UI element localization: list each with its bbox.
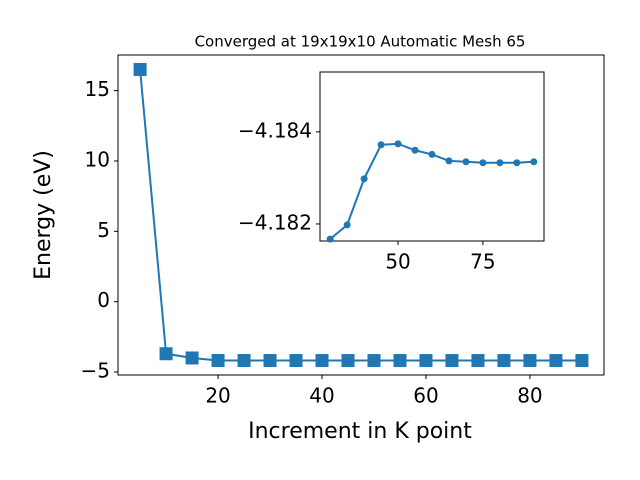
marker [496, 159, 504, 167]
marker [419, 354, 433, 368]
marker [523, 354, 537, 368]
marker [513, 159, 521, 167]
x-tick-label: 80 [517, 384, 542, 408]
x-tick-label: 20 [205, 384, 230, 408]
marker [289, 354, 303, 368]
x-tick-label: 40 [309, 384, 334, 408]
marker [471, 354, 485, 368]
marker [341, 354, 355, 368]
marker [445, 354, 459, 368]
marker [497, 354, 511, 368]
marker [185, 351, 199, 365]
y-tick-label: −4.182 [238, 210, 312, 234]
marker [377, 141, 385, 149]
marker [411, 146, 419, 154]
marker [237, 354, 251, 368]
marker [462, 158, 470, 166]
x-axis-label: Increment in K point [248, 419, 472, 444]
marker [393, 354, 407, 368]
marker [159, 347, 173, 361]
marker [530, 158, 538, 166]
marker [575, 354, 589, 368]
marker [367, 354, 381, 368]
x-tick-label: 50 [385, 250, 410, 274]
y-tick-label: 0 [97, 288, 110, 312]
y-tick-label: 10 [85, 147, 110, 171]
marker [428, 150, 436, 158]
x-tick-label: 75 [470, 250, 495, 274]
marker [343, 221, 351, 229]
marker [360, 175, 368, 183]
y-tick-label: −5 [81, 359, 110, 383]
marker [263, 354, 277, 368]
marker [394, 140, 402, 148]
y-tick-label: 15 [85, 77, 110, 101]
marker [326, 235, 334, 243]
marker [315, 354, 329, 368]
marker [211, 354, 225, 368]
chart-title: Converged at 19x19x10 Automatic Mesh 65 [195, 33, 526, 51]
y-tick-label: −4.184 [238, 118, 312, 142]
marker [549, 354, 563, 368]
y-axis-label: Energy (eV) [31, 150, 56, 280]
x-tick-label: 60 [413, 384, 438, 408]
marker [479, 159, 487, 167]
y-tick-label: 5 [97, 218, 110, 242]
marker [133, 62, 147, 76]
marker [445, 157, 453, 165]
